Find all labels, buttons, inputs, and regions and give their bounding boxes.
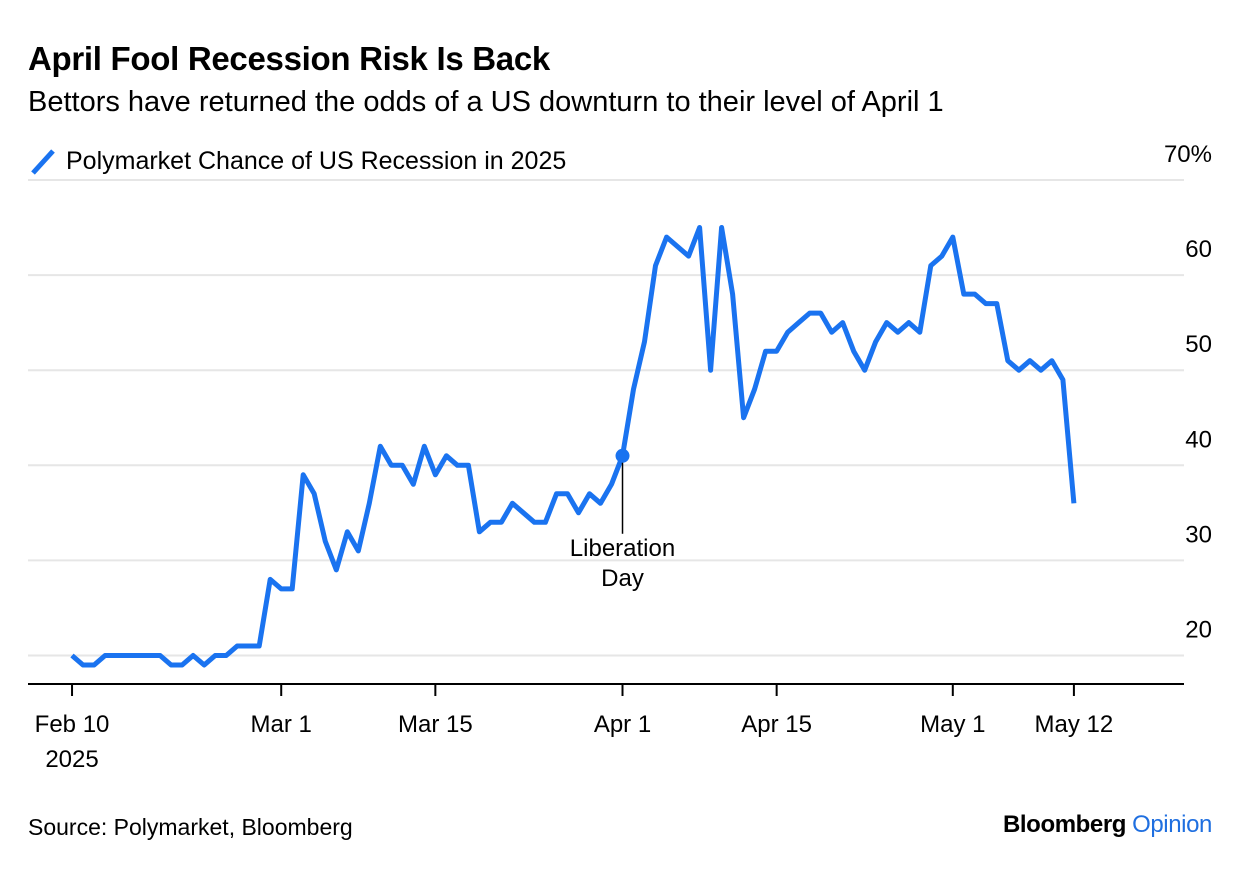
y-tick-label: 20 (1185, 616, 1212, 643)
chart-title: April Fool Recession Risk Is Back (28, 40, 550, 77)
annotation-marker (615, 448, 630, 463)
y-tick-label: 70% (1164, 141, 1212, 168)
series-line-0 (70, 225, 1077, 668)
bloomberg-opinion-logo: Bloomberg Opinion (1003, 811, 1212, 839)
x-tick-label: Apr 1 (594, 711, 651, 738)
brand-name: Bloomberg (1002, 811, 1127, 838)
y-tick-label: 30 (1185, 521, 1212, 548)
y-tick-label: 60 (1185, 236, 1212, 263)
source-note: Source: Polymarket, Bloomberg (28, 814, 353, 840)
legend-line-swatch-icon (28, 146, 58, 176)
legend-label: Polymarket Chance of US Recession in 202… (66, 146, 567, 175)
annotation-label: Day (601, 565, 644, 592)
x-tick-label: Apr 15 (741, 711, 812, 738)
annotation-label: Liberation (570, 535, 675, 562)
x-tick-label: Mar 15 (398, 711, 473, 738)
x-tick-sublabel: 2025 (45, 746, 98, 773)
x-tick-label: Feb 10 (35, 711, 110, 738)
y-tick-label: 50 (1185, 331, 1212, 358)
brand-suffix: Opinion (1132, 811, 1212, 838)
x-tick-label: Mar 1 (251, 711, 312, 738)
x-tick-label: May 1 (920, 711, 985, 738)
y-tick-label: 40 (1185, 426, 1212, 453)
legend: Polymarket Chance of US Recession in 202… (28, 146, 566, 176)
chart-subtitle: Bettors have returned the odds of a US d… (28, 86, 944, 118)
x-tick-label: May 12 (1035, 711, 1114, 738)
